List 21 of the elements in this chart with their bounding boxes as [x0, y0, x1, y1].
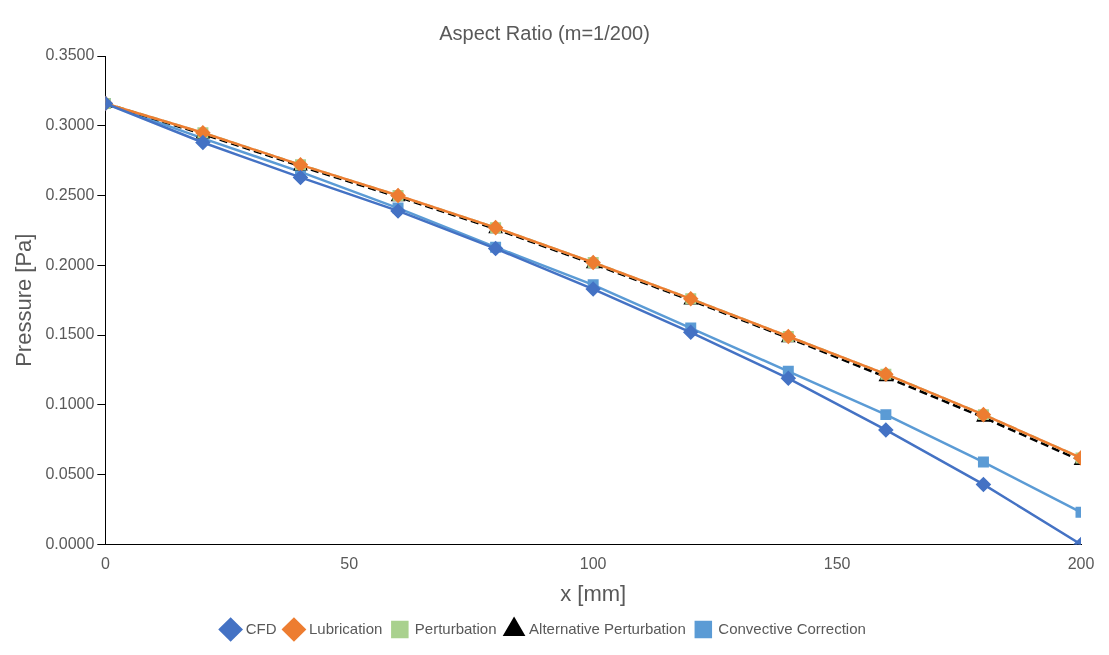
x-tick-label: 100: [579, 555, 607, 573]
legend-label: Convective Correction: [718, 619, 866, 637]
y-tick-label: 0.0500: [45, 465, 95, 483]
x-tick-label: 200: [1067, 555, 1095, 573]
legend-label: Alternative Perturbation: [529, 619, 686, 637]
x-axis-title: x [mm]: [560, 580, 627, 606]
y-axis-title: Pressure [Pa]: [11, 233, 37, 367]
x-tick-label: 50: [340, 555, 359, 573]
y-tick-label: 0.0000: [45, 534, 95, 552]
y-tick-label: 0.2000: [45, 255, 95, 273]
legend-label: Perturbation: [414, 619, 497, 637]
legend-label: Lubrication: [308, 619, 383, 637]
chart-title: Aspect Ratio (m=1/200): [439, 21, 650, 44]
y-tick-label: 0.1500: [45, 325, 95, 343]
x-tick-label: 0: [100, 555, 110, 573]
y-tick-label: 0.2500: [45, 185, 95, 203]
y-tick-label: 0.1000: [45, 395, 95, 413]
y-tick-label: 0.3000: [45, 116, 95, 134]
x-tick-label: 150: [823, 555, 851, 573]
legend-label: CFD: [245, 619, 277, 637]
y-tick-label: 0.3500: [45, 46, 95, 64]
